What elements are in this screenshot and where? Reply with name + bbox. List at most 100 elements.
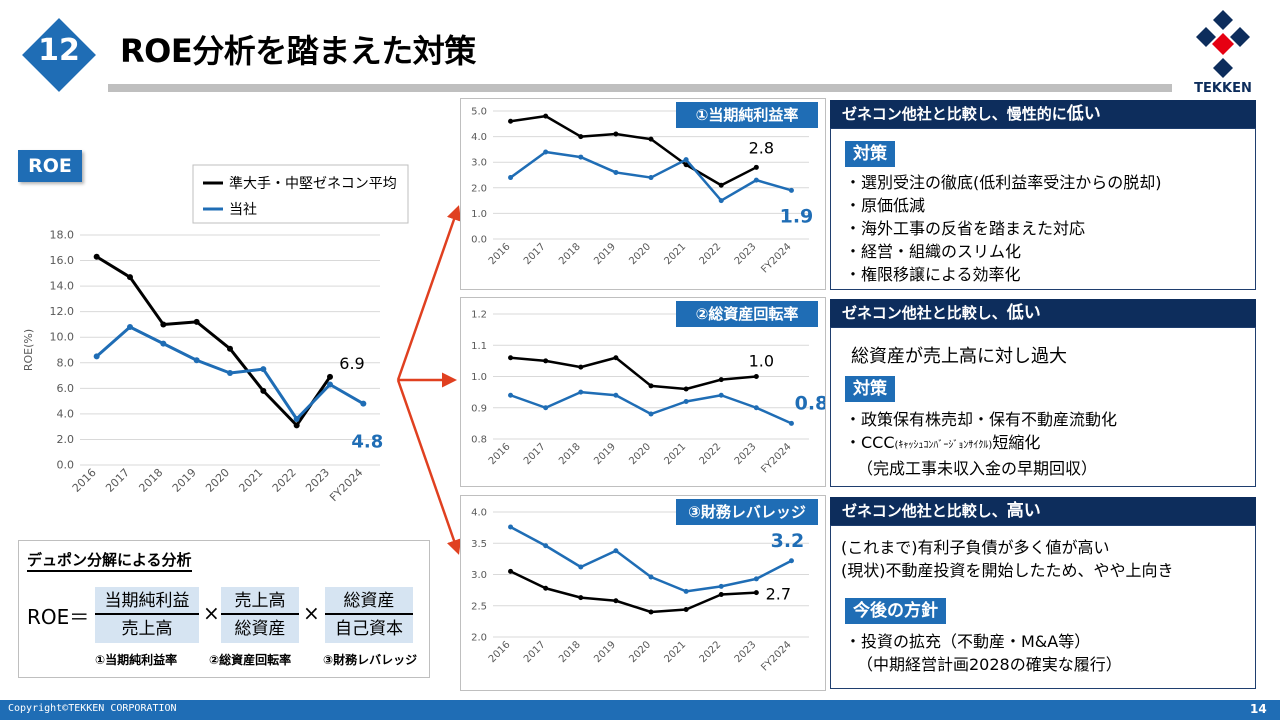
x-tick-label: 2023 — [733, 639, 759, 665]
y-tick-label: 1.0 — [471, 372, 487, 383]
dupont-caption: ②総資産回転率 — [209, 653, 292, 667]
panel3-header-text: ゼネコン他社と比較し、 — [842, 502, 1007, 520]
x-tick-label: 2017 — [522, 241, 548, 267]
series-point-1 — [543, 149, 549, 155]
panel1-item: ・権限移譲による効率化 — [845, 265, 1021, 284]
panel2-header: ゼネコン他社と比較し、低い — [830, 299, 1256, 327]
y-tick-label: 6.0 — [57, 382, 75, 395]
series-point-1 — [788, 420, 794, 426]
series-point-0 — [753, 374, 759, 379]
x-tick-label: FY2024 — [759, 639, 793, 673]
series-point-1 — [718, 198, 724, 204]
series-line-1 — [509, 525, 793, 593]
slide-number-diamond — [18, 14, 100, 96]
y-tick-label: 0.8 — [471, 435, 487, 446]
x-tick-label: 2023 — [733, 241, 759, 267]
x-tick-label: 2021 — [236, 466, 265, 495]
series-point-1 — [327, 381, 333, 388]
x-tick-label: 2022 — [698, 441, 724, 467]
series-point-1 — [613, 548, 619, 554]
ccc-suffix: 短縮化 — [992, 433, 1041, 452]
panel3-item: ・投資の拡充（不動産・M&A等） — [845, 632, 1091, 651]
title-divider — [108, 84, 1172, 92]
series-point-1 — [648, 175, 654, 181]
series-point-0 — [93, 253, 100, 260]
series-point-1 — [543, 543, 549, 549]
series-point-0 — [578, 364, 584, 370]
arrow-to-leverage — [396, 379, 462, 555]
x-tick-label: FY2024 — [759, 441, 793, 475]
x-tick-label: 2021 — [662, 441, 688, 467]
dupont-fraction-2: 売上高 総資産 — [221, 587, 299, 643]
series-point-0 — [683, 162, 689, 168]
panel2-item: ・政策保有株売却・保有不動産流動化 — [845, 410, 1118, 429]
tekken-logo: TEKKEN — [1194, 10, 1252, 94]
series-point-0 — [260, 387, 267, 394]
series-point-0 — [648, 609, 654, 615]
series-point-0 — [543, 113, 549, 119]
end-value-label-0: 6.9 — [339, 354, 364, 373]
y-tick-label: 0.9 — [471, 403, 487, 414]
end-value-label-1: 3.2 — [771, 530, 805, 552]
arrow-to-net-margin — [396, 205, 462, 381]
y-tick-label: 1.0 — [471, 209, 487, 220]
series-point-1 — [193, 357, 200, 364]
series-point-0 — [160, 321, 167, 328]
series-point-1 — [127, 324, 133, 330]
series-point-1 — [753, 177, 759, 183]
x-tick-label: 2020 — [627, 441, 653, 467]
y-axis-label: ROE(%) — [22, 329, 35, 371]
y-tick-label: 4.0 — [471, 508, 487, 519]
x-tick-label: 2020 — [627, 639, 653, 665]
y-tick-label: 1.2 — [471, 310, 487, 321]
series-point-0 — [718, 182, 724, 188]
series-point-0 — [613, 131, 619, 137]
dupont-caption: ①当期純利益率 — [95, 653, 178, 667]
series-point-1 — [788, 558, 794, 564]
series-point-0 — [327, 373, 333, 380]
panel1-header-text: ゼネコン他社と比較し、慢性的に — [842, 105, 1067, 123]
series-point-1 — [788, 187, 794, 193]
series-point-0 — [227, 345, 233, 352]
y-tick-label: 12.0 — [50, 305, 75, 318]
times-sign: × — [203, 601, 220, 625]
x-tick-label: 2022 — [698, 639, 724, 665]
end-value-label-0: 2.8 — [749, 138, 774, 157]
series-line-0 — [510, 356, 757, 391]
x-tick-label: 2017 — [522, 639, 548, 665]
series-point-0 — [193, 318, 200, 325]
series-point-1 — [508, 175, 514, 181]
series-point-1 — [718, 583, 724, 589]
series-point-1 — [227, 370, 233, 376]
dupont-fraction-3: 総資産 自己資本 — [325, 587, 413, 643]
x-tick-label: 2019 — [592, 441, 618, 467]
panel1-item: ・経営・組織のスリム化 — [845, 242, 1022, 261]
y-tick-label: 3.0 — [471, 570, 487, 581]
net-margin-chart: 0.0 1.0 2.0 3.0 4.0 5.0 2016 2017 2018 2019 2020 20… — [460, 98, 826, 290]
fraction-numerator: 総資産 — [325, 587, 413, 615]
y-tick-label: 16.0 — [50, 254, 75, 267]
fraction-denominator: 売上高 — [121, 619, 173, 639]
x-tick-label: 2017 — [103, 466, 132, 495]
end-value-label-0: 1.0 — [749, 352, 774, 371]
x-tick-label: 2018 — [136, 466, 165, 495]
x-tick-label: 2016 — [70, 466, 99, 495]
panel1-header-emphasis: 低い — [1066, 104, 1101, 124]
series-point-0 — [578, 134, 584, 140]
series-point-1 — [648, 411, 654, 417]
panel2-list: ・政策保有株売却・保有不動産流動化 ・CCC(ｷｬｯｼｭｺﾝﾊﾞｰｼﾞｮﾝｻｲｸ… — [845, 408, 1117, 480]
leverage-label: ③財務レバレッジ — [676, 499, 818, 525]
dupont-caption: ③財務レバレッジ — [323, 653, 418, 667]
series-point-1 — [578, 564, 584, 570]
page-number: 14 — [1250, 702, 1267, 716]
y-tick-label: 4.0 — [57, 407, 75, 420]
series-point-0 — [718, 592, 724, 597]
x-tick-label: FY2024 — [759, 241, 793, 275]
panel2-header-emphasis: 低い — [1006, 303, 1041, 323]
dupont-title: デュポン分解による分析 — [27, 549, 192, 572]
y-tick-label: 2.0 — [471, 183, 487, 194]
panel3-line: (これまで)有利子負債が多く値が高い — [841, 538, 1110, 557]
leverage-chart: 2.0 2.5 3.0 3.5 4.0 2016 2017 2018 2019 2020 2021 2… — [460, 495, 826, 691]
x-tick-label: 2017 — [522, 441, 548, 467]
series-point-1 — [683, 588, 689, 594]
